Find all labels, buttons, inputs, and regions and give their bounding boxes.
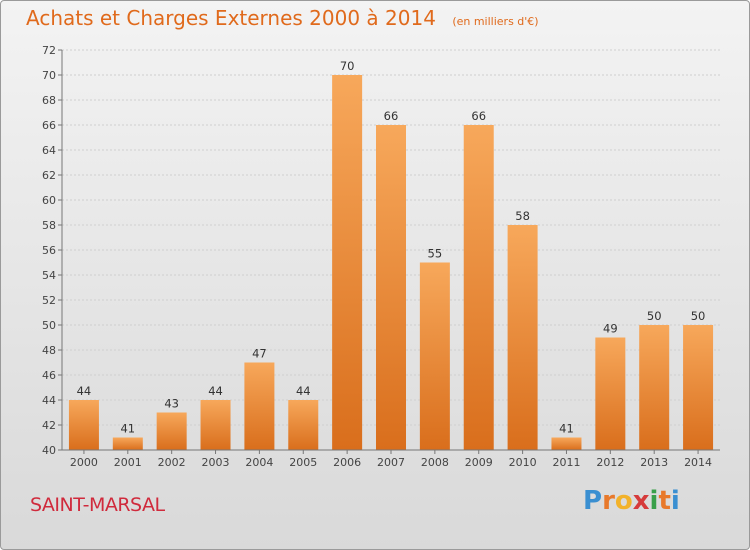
bar (200, 400, 231, 450)
chart-title-block: Achats et Charges Externes 2000 à 2014 (… (26, 6, 539, 30)
y-tick-label: 72 (42, 44, 56, 57)
bar (595, 337, 626, 450)
x-axis: 2000 2001 2002 2003 2004 2005 2006 2007 2008 2009… (62, 449, 720, 469)
y-tick-label: 40 (42, 444, 56, 457)
bars: 44 41 43 44 47 44 70 66 55 66 58 41 49 50 50 (68, 59, 714, 450)
bar-value-label: 66 (471, 109, 486, 123)
bar (376, 125, 406, 450)
logo-letter: t (658, 486, 671, 516)
bar (156, 412, 187, 450)
commune-name: SAINT-MARSAL (30, 494, 165, 516)
bar (683, 325, 714, 450)
y-tick-label: 68 (42, 94, 56, 107)
bar (639, 325, 670, 450)
y-tick-label: 44 (42, 394, 56, 407)
bar (112, 437, 143, 450)
y-tick-label: 54 (42, 269, 56, 282)
x-tick-label: 2012 (596, 456, 624, 469)
bar (288, 400, 319, 450)
y-tick-label: 56 (42, 244, 56, 257)
bar-value-label: 41 (120, 422, 135, 436)
y-tick-label: 42 (42, 419, 56, 432)
bar (332, 75, 363, 450)
bar-value-label: 41 (559, 422, 574, 436)
x-tick-label: 2010 (509, 456, 537, 469)
logo-letter: i (649, 486, 659, 516)
bar-value-label: 50 (647, 309, 662, 323)
bar-value-label: 66 (384, 109, 399, 123)
bar-value-label: 58 (515, 209, 530, 223)
x-tick-label: 2003 (202, 456, 230, 469)
bar (419, 262, 450, 450)
y-tick-label: 52 (42, 294, 56, 307)
bar (551, 437, 582, 450)
logo-letter: i (670, 486, 680, 516)
x-tick-label: 2004 (245, 456, 273, 469)
bar-value-label: 44 (296, 384, 311, 398)
x-tick-label: 2002 (158, 456, 186, 469)
proxiti-logo: Proxiti (583, 486, 680, 516)
x-tick-label: 2013 (640, 456, 668, 469)
bar-value-label: 44 (77, 384, 92, 398)
x-tick-label: 2011 (552, 456, 580, 469)
logo-letter: r (602, 486, 615, 516)
bar-value-label: 47 (252, 347, 267, 361)
x-tick-label: 2006 (333, 456, 361, 469)
y-tick-label: 58 (42, 219, 56, 232)
x-tick-label: 2014 (684, 456, 712, 469)
y-tick-label: 62 (42, 169, 56, 182)
bar (507, 225, 538, 450)
bar-value-label: 70 (340, 59, 355, 73)
x-tick-label: 2009 (465, 456, 493, 469)
y-tick-label: 64 (42, 144, 56, 157)
x-tick-label: 2000 (70, 456, 98, 469)
y-tick-label: 46 (42, 369, 56, 382)
bar (244, 362, 275, 450)
bar (463, 125, 494, 450)
logo-letter: P (583, 486, 603, 516)
y-tick-label: 60 (42, 194, 56, 207)
y-tick-label: 70 (42, 69, 56, 82)
logo-letter: o (614, 486, 633, 516)
bar-value-label: 44 (208, 384, 223, 398)
y-tick-label: 48 (42, 344, 56, 357)
chart-title: Achats et Charges Externes 2000 à 2014 (26, 6, 436, 30)
y-tick-label: 66 (42, 119, 56, 132)
y-axis: 40 42 44 46 48 50 52 54 56 58 60 62 64 66 68 70 72 (42, 44, 63, 457)
bar-value-label: 55 (428, 247, 443, 261)
x-tick-label: 2008 (421, 456, 449, 469)
x-tick-label: 2001 (114, 456, 142, 469)
logo-letter: x (632, 486, 650, 516)
bar-value-label: 43 (164, 397, 179, 411)
y-tick-label: 50 (42, 319, 56, 332)
x-tick-label: 2007 (377, 456, 405, 469)
x-tick-label: 2005 (289, 456, 317, 469)
bar-value-label: 49 (603, 322, 618, 336)
unit-note: (en milliers d'€) (452, 15, 539, 28)
bar-value-label: 50 (691, 309, 706, 323)
bar (68, 400, 99, 450)
